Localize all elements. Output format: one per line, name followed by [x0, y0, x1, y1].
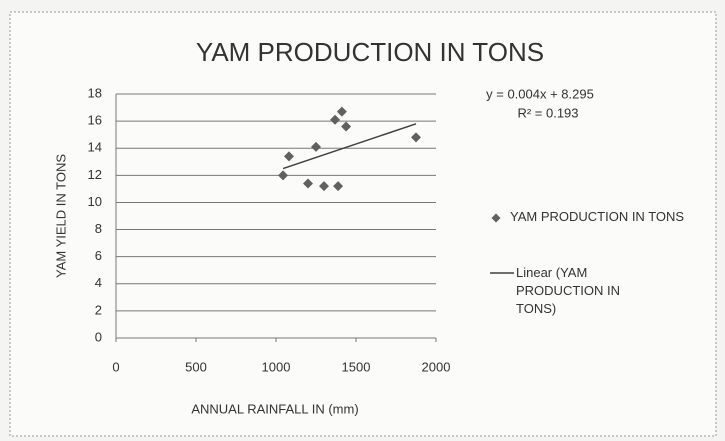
point: [333, 181, 344, 192]
chart-title: YAM PRODUCTION IN TONS: [196, 37, 544, 67]
point: [336, 106, 347, 117]
x-tick-label: 1500: [342, 359, 371, 374]
point: [341, 121, 352, 132]
legend-entry: YAM PRODUCTION IN TONS: [510, 209, 685, 224]
trendline: [282, 123, 417, 170]
y-tick-label: 12: [88, 167, 102, 182]
y-tick-label: 6: [95, 248, 102, 263]
legend-entry: Linear (YAM PRODUCTION IN TONS): [516, 265, 620, 316]
y-tick-label: 10: [88, 194, 102, 209]
x-tick-label: 1000: [262, 359, 291, 374]
x-tick-label: 0: [112, 359, 119, 374]
chart-frame: [9, 11, 717, 437]
point: [330, 114, 341, 125]
y-tick-label: 8: [95, 221, 102, 236]
r-squared: R² = 0.193: [517, 105, 578, 120]
y-tick-label: 2: [95, 302, 102, 317]
point: [283, 151, 294, 162]
y-tick-label: 4: [95, 275, 102, 290]
y-tick-label: 16: [88, 113, 102, 128]
point: [311, 141, 321, 152]
point: [303, 178, 313, 189]
x-tick-label: 2000: [422, 359, 451, 374]
y-tick-label: 18: [88, 85, 102, 100]
legend-marker: [491, 213, 501, 223]
x-axis-label: ANNUAL RAINFALL IN (mm): [191, 401, 358, 416]
y-tick-label: 14: [88, 140, 102, 155]
equation: y = 0.004x + 8.295: [486, 86, 594, 101]
point: [319, 181, 329, 192]
x-tick-label: 500: [185, 359, 207, 374]
y-tick-label: 0: [95, 329, 102, 344]
point: [278, 170, 289, 181]
y-axis-label: YAM YIELD IN TONS: [53, 154, 68, 278]
point: [411, 132, 421, 143]
